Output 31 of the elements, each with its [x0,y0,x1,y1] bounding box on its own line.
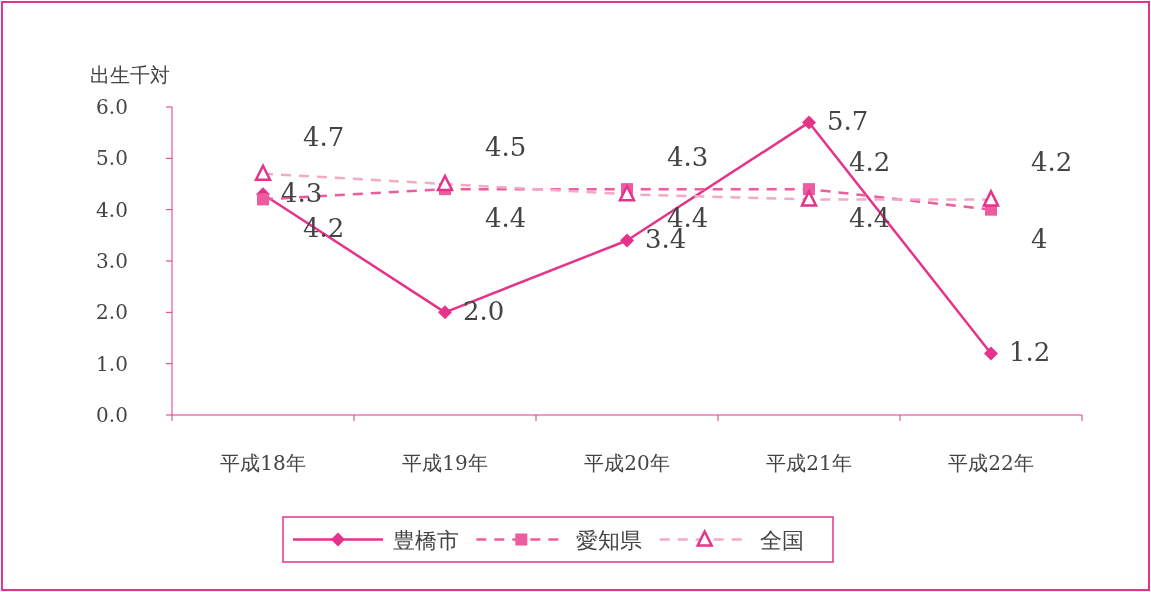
point [802,115,816,130]
data-label: 1.2 [1009,337,1051,368]
data-label: 4.3 [667,142,709,173]
x-tick-label: 平成22年 [948,451,1034,475]
x-tick-label: 平成21年 [766,451,852,475]
data-label: 4.2 [849,147,891,178]
y-axis-title: 出生千対 [90,63,170,87]
y-tick-label: 0.0 [96,403,128,427]
point [438,305,452,320]
data-label: 5.7 [827,106,869,137]
data-label: 4.2 [1031,147,1073,178]
y-tick-label: 3.0 [96,249,128,273]
point [257,193,269,206]
data-label: 4.7 [303,121,345,152]
point [620,233,634,248]
y-tick-label: 1.0 [96,351,128,376]
point [984,346,998,361]
y-tick-label: 6.0 [96,95,128,119]
x-tick-label: 平成20年 [584,451,670,475]
legend-label: 全国 [759,527,804,553]
legend-label: 愛知県 [576,527,643,553]
y-tick-label: 2.0 [96,300,128,325]
x-tick-label: 平成18年 [220,451,306,475]
data-label: 4.4 [485,203,527,234]
data-label: 4.5 [485,132,527,162]
data-label: 2.0 [463,296,505,327]
x-tick-label: 平成19年 [402,451,488,475]
legend-label: 豊橋市 [393,527,459,553]
y-tick-label: 4.0 [96,197,128,222]
data-label: 4 [1031,223,1048,254]
y-tick-label: 5.0 [96,146,128,171]
